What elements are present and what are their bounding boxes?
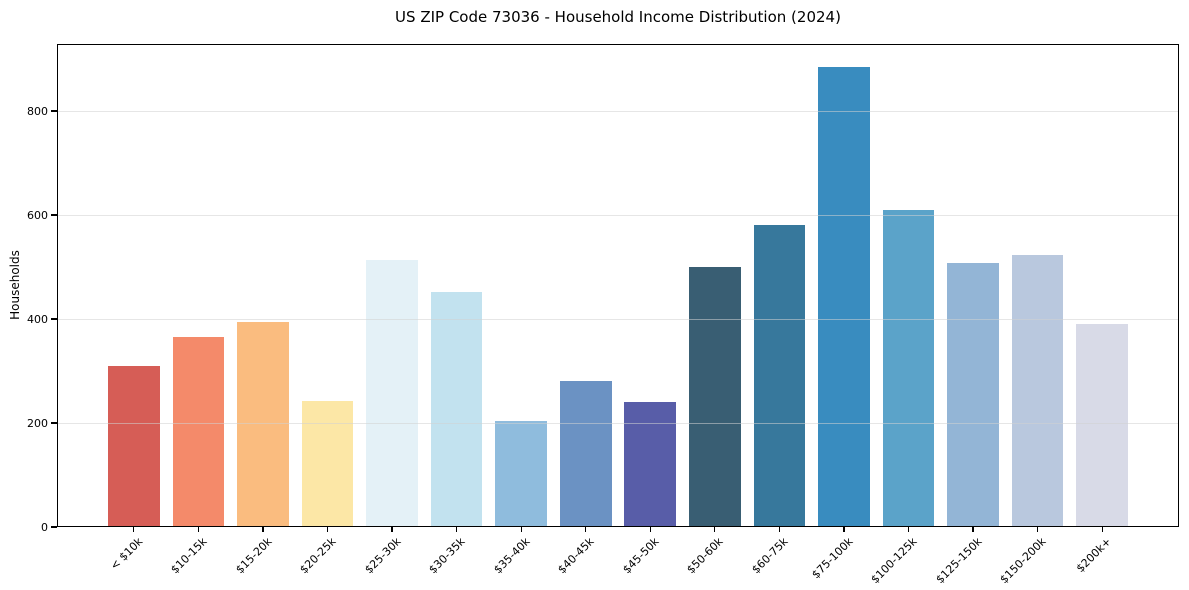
y-tick-mark bbox=[51, 214, 57, 216]
bar-60-75k bbox=[753, 225, 806, 527]
gridline-y-800 bbox=[57, 110, 1179, 112]
x-tick-label-125-150k: $125-150k bbox=[933, 535, 985, 587]
bar-25-30k bbox=[366, 260, 418, 527]
x-tick-mark bbox=[197, 527, 199, 532]
x-tick-label-30-35k: $30-35k bbox=[426, 535, 468, 577]
y-tick-mark bbox=[51, 110, 57, 112]
bar-30-35k bbox=[430, 291, 483, 527]
x-tick-label-10-15k: $10-15k bbox=[168, 535, 210, 577]
plot-area bbox=[57, 44, 1179, 527]
y-tick-mark bbox=[51, 526, 57, 528]
x-tick-label-75-100k: $75-100k bbox=[808, 535, 856, 582]
x-tick-label-100-125k: $100-125k bbox=[868, 535, 920, 587]
gridline-y-400 bbox=[57, 318, 1179, 320]
bar-10k bbox=[108, 365, 160, 527]
y-tick-label-0: 0 bbox=[41, 520, 48, 534]
x-tick-label-45-50k: $45-50k bbox=[620, 535, 662, 577]
x-tick-label-25-30k: $25-30k bbox=[361, 535, 404, 577]
y-tick-mark bbox=[51, 422, 57, 424]
x-tick-mark bbox=[843, 527, 845, 532]
bar-150-200k bbox=[1011, 255, 1064, 527]
x-tick-mark bbox=[972, 527, 974, 532]
x-tick-mark bbox=[326, 527, 329, 532]
bar-200k bbox=[1076, 324, 1128, 527]
y-tick-mark bbox=[51, 318, 57, 320]
x-tick-mark bbox=[649, 527, 651, 532]
x-tick-mark bbox=[262, 527, 264, 532]
x-tick-mark bbox=[714, 527, 716, 532]
x-tick-label-60-75k: $60-75k bbox=[749, 535, 791, 577]
x-tick-mark bbox=[456, 527, 458, 532]
bar-75-100k bbox=[818, 66, 870, 527]
x-tick-mark bbox=[907, 527, 910, 532]
y-tick-label-800: 800 bbox=[27, 104, 48, 118]
gridline-y-200 bbox=[57, 422, 1179, 424]
x-tick-label-20-25k: $20-25k bbox=[297, 535, 339, 577]
bar-20-25k bbox=[301, 401, 354, 527]
bar-35-40k bbox=[495, 420, 547, 527]
bar-50-60k bbox=[689, 267, 741, 527]
x-tick-mark bbox=[778, 527, 780, 532]
bar-40-45k bbox=[559, 381, 612, 527]
x-tick-label-200k: $200k+ bbox=[1073, 535, 1114, 576]
x-tick-mark bbox=[391, 527, 393, 532]
x-tick-mark bbox=[1037, 527, 1039, 532]
x-tick-label-40-45k: $40-45k bbox=[555, 535, 597, 577]
y-tick-label-400: 400 bbox=[27, 312, 48, 326]
bar-45-50k bbox=[624, 402, 677, 527]
bar-15-20k bbox=[237, 321, 289, 527]
x-tick-mark bbox=[1101, 527, 1103, 532]
x-tick-mark bbox=[585, 527, 587, 532]
bar-10-15k bbox=[172, 337, 225, 527]
x-tick-label-15-20k: $15-20k bbox=[232, 535, 275, 577]
x-tick-label-35-40k: $35-40k bbox=[491, 535, 533, 577]
x-tick-mark bbox=[133, 527, 135, 532]
chart-title: US ZIP Code 73036 - Household Income Dis… bbox=[395, 8, 841, 26]
x-tick-label-150-200k: $150-200k bbox=[997, 535, 1049, 587]
x-tick-label-50-60k: $50-60k bbox=[684, 535, 727, 577]
y-tick-label-200: 200 bbox=[27, 416, 48, 430]
bar-125-150k bbox=[947, 262, 999, 527]
bar-100-125k bbox=[882, 209, 935, 527]
gridline-y-600 bbox=[57, 214, 1179, 216]
x-tick-mark bbox=[520, 527, 522, 532]
y-tick-label-600: 600 bbox=[27, 208, 48, 222]
y-axis-label: Households bbox=[8, 250, 22, 320]
x-tick-label-10k: < $10k bbox=[107, 535, 146, 573]
plot-frame bbox=[57, 44, 1179, 527]
